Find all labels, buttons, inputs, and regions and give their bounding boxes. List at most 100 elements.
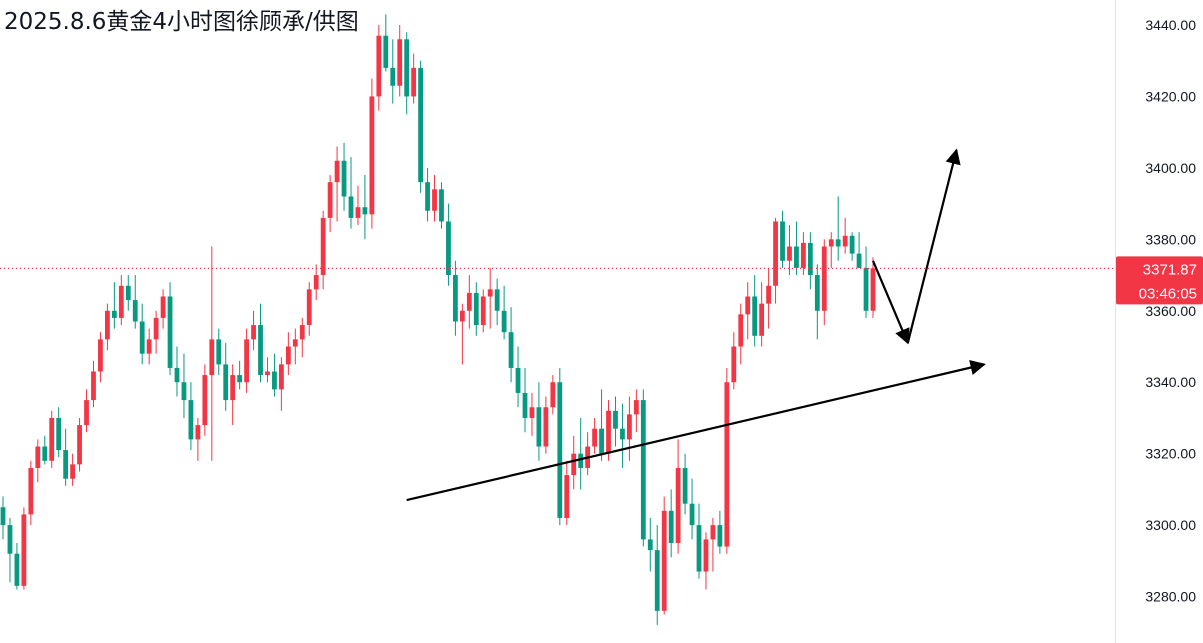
candle-body (606, 410, 611, 454)
candle (216, 328, 222, 376)
y-tick-label: 3280.00 (1145, 589, 1196, 605)
candle-body (35, 446, 41, 468)
candle-body (355, 207, 361, 218)
candle-body (181, 382, 187, 401)
candle (592, 417, 597, 454)
candle-body (49, 417, 55, 461)
candle-body (647, 539, 653, 551)
y-tick-label: 3380.00 (1145, 231, 1196, 247)
candle (459, 303, 465, 365)
candle (738, 303, 744, 365)
candle-body (752, 296, 758, 336)
candle (334, 146, 340, 222)
candle (453, 260, 458, 336)
candle (752, 275, 758, 347)
candle (209, 246, 215, 461)
candle (661, 496, 667, 615)
candle (362, 175, 368, 240)
candle (139, 303, 145, 365)
candle-body (633, 400, 639, 415)
candle (376, 25, 382, 111)
price-axis[interactable]: 3280.00 3300.00 3320.00 3340.00 3360.00 3380.… (1145, 17, 1196, 605)
candle-body (383, 35, 389, 68)
candle (320, 210, 326, 290)
candle (814, 264, 820, 340)
candle (731, 332, 737, 390)
candle-body (84, 400, 89, 426)
candle-body (466, 292, 472, 311)
candle (627, 396, 632, 461)
candle-body (21, 514, 27, 586)
candle (14, 542, 20, 590)
candle-body (306, 289, 312, 326)
y-tick-label: 3400.00 (1145, 160, 1196, 176)
candle (91, 360, 96, 408)
candle-body (766, 285, 771, 304)
candle-body (453, 275, 458, 322)
candle-body (640, 400, 646, 540)
candle-body (724, 382, 730, 547)
current-price-label: 3371.87 (1143, 261, 1197, 278)
candle-body (404, 39, 410, 97)
candle-body (494, 289, 500, 311)
candle (313, 264, 319, 301)
candle-body (508, 332, 514, 368)
candle-body (334, 160, 340, 183)
candle-body (209, 339, 215, 376)
candle-body (801, 242, 806, 268)
candle-body (369, 96, 375, 215)
candle-body (689, 503, 695, 526)
candle (717, 510, 723, 554)
candle (807, 232, 813, 290)
candle-body (7, 525, 13, 554)
candle-body (313, 275, 319, 290)
candle-body (814, 275, 820, 311)
chart-title: 2025.8.6黄金4小时图徐顾承/供图 (4, 9, 359, 35)
candle (230, 364, 236, 426)
candle-body (251, 325, 256, 340)
candle-body (564, 475, 570, 518)
candle (181, 353, 187, 418)
candle-body (174, 367, 180, 383)
candle-body (578, 453, 584, 468)
candle-body (780, 221, 785, 261)
candle-body (376, 35, 382, 97)
candle-body (842, 235, 848, 247)
candle (480, 289, 486, 333)
candle (787, 225, 792, 276)
candle-body (237, 375, 243, 383)
candle (550, 375, 556, 415)
candle (835, 196, 841, 261)
candle-body (794, 246, 799, 268)
candle-body (821, 246, 827, 311)
candle-body (390, 67, 396, 86)
candle (49, 410, 55, 468)
y-tick-label: 3320.00 (1145, 446, 1196, 462)
candle (42, 435, 48, 465)
candle-body (557, 382, 563, 518)
candle-body (341, 160, 347, 197)
support-trend-line[interactable] (406, 360, 986, 502)
candle-body (571, 453, 577, 476)
candle (487, 267, 493, 329)
candle-body (362, 207, 368, 215)
candle-body (258, 325, 263, 376)
candle-body (828, 239, 834, 247)
candle-body (14, 553, 20, 586)
candle (279, 357, 284, 411)
candle-body (529, 407, 535, 418)
projection-down-arrow[interactable] (871, 260, 910, 345)
candle (188, 382, 194, 451)
candle-body (292, 339, 298, 347)
candle (299, 317, 305, 358)
projection-up-arrow[interactable] (906, 148, 961, 344)
candle (515, 346, 521, 408)
candle-body (167, 296, 173, 368)
candle (355, 185, 361, 226)
candle (0, 496, 6, 540)
candle-body (320, 217, 326, 276)
candle-body (543, 407, 549, 447)
candle (856, 232, 862, 268)
candle-body (98, 339, 103, 372)
